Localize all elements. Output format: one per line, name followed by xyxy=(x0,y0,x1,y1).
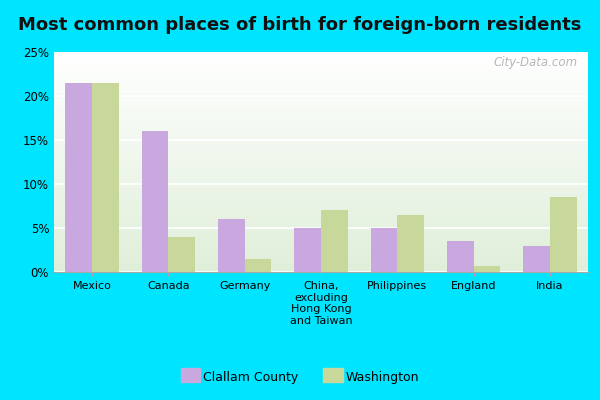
Bar xyxy=(321,210,348,272)
Bar xyxy=(295,228,321,272)
Bar xyxy=(218,219,245,272)
Bar xyxy=(447,241,473,272)
Legend: Clallam County, Washington: Clallam County, Washington xyxy=(175,364,425,390)
Bar xyxy=(65,83,92,272)
Bar xyxy=(397,215,424,272)
Bar xyxy=(169,237,195,272)
Text: City-Data.com: City-Data.com xyxy=(493,56,577,69)
Text: Most common places of birth for foreign-born residents: Most common places of birth for foreign-… xyxy=(19,16,581,34)
Bar xyxy=(142,131,169,272)
Bar xyxy=(92,83,119,272)
Bar xyxy=(371,228,397,272)
Bar xyxy=(245,259,271,272)
Bar xyxy=(473,266,500,272)
Bar xyxy=(523,246,550,272)
Bar xyxy=(550,197,577,272)
